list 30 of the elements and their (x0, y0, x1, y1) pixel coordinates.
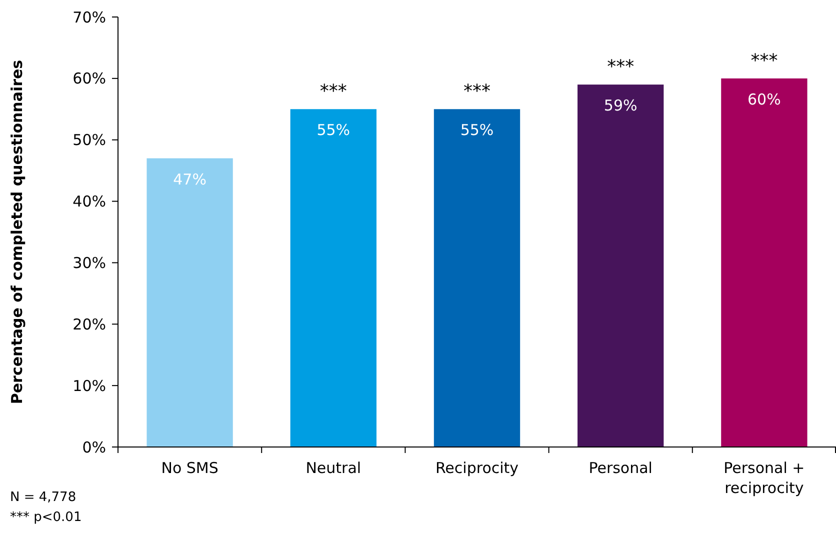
annotation: *** (607, 56, 634, 78)
y-axis-title: Percentage of completed questionnaires (8, 60, 26, 404)
y-tick-label: 60% (72, 70, 106, 88)
y-tick-label: 70% (72, 8, 106, 26)
text: *** p<0.01 (10, 510, 82, 525)
data-label: 59% (604, 96, 638, 115)
y-tick-label: 20% (72, 315, 106, 334)
x-tick-label: Personal + reciprocity (724, 459, 805, 497)
annotation: *** (464, 81, 490, 102)
bar (146, 158, 233, 447)
y-tick-label: 40% (72, 192, 106, 211)
bar (721, 78, 808, 447)
bar (578, 84, 664, 447)
data-label: 55% (316, 121, 350, 140)
annotation: *** (320, 81, 347, 102)
annotation: *** (750, 50, 778, 72)
text: N = 4,778 (10, 490, 76, 505)
x-tick-label: Personal (588, 459, 652, 477)
bar (290, 109, 376, 447)
data-label: 60% (748, 90, 781, 108)
x-tick-label: Neutral (306, 459, 362, 477)
bar (434, 109, 520, 447)
y-tick-label: 30% (72, 254, 106, 272)
data-label: 55% (460, 121, 494, 140)
y-tick-label: 10% (72, 376, 106, 395)
y-tick-label: 50% (72, 131, 106, 150)
data-label: 47% (173, 170, 206, 188)
x-tick-label: No SMS (161, 459, 218, 477)
y-tick-label: 0% (82, 438, 106, 456)
x-tick-label: Reciprocity (435, 459, 519, 477)
